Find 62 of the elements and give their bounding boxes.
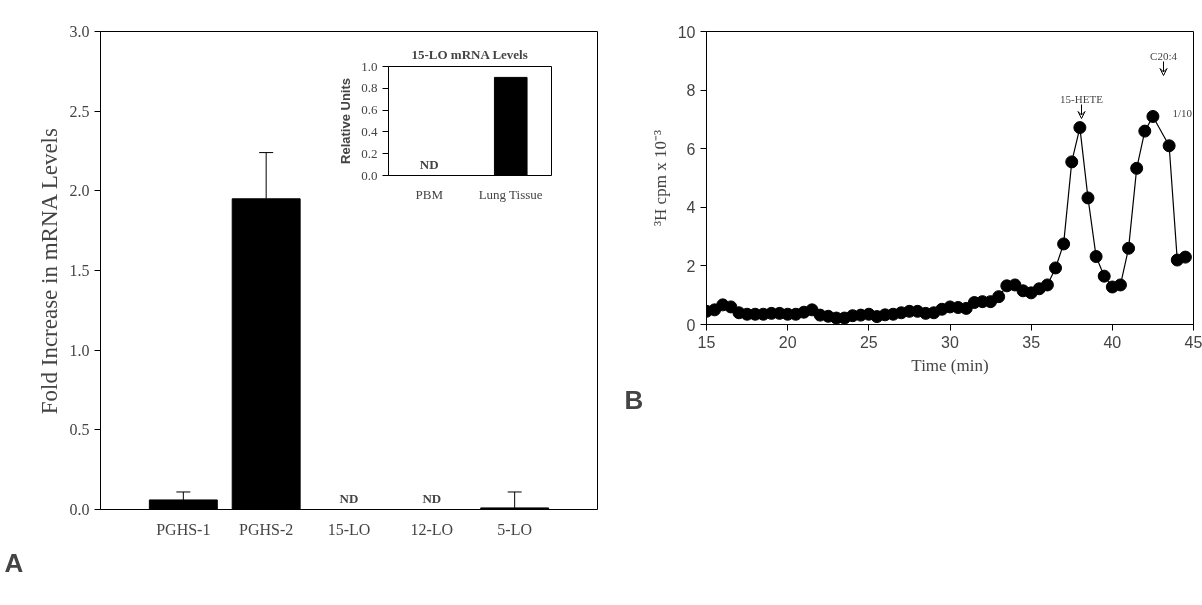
y-tick-label: 4 [686, 199, 696, 217]
y-tick-label: 0.5 [69, 421, 90, 439]
point [992, 290, 1006, 304]
text: ND [422, 490, 442, 506]
x-tick-label: 15-LO [327, 520, 371, 538]
text: B [624, 384, 644, 415]
y-tick-label: 1.5 [69, 262, 90, 279]
point [1049, 261, 1063, 275]
x-tick-label: PGHS-1 [156, 520, 211, 538]
x-tick-label: 20 [778, 333, 797, 351]
point [1130, 161, 1144, 175]
y-tick-label: 1.0 [69, 341, 90, 359]
y-tick-label: 0.6 [361, 102, 378, 118]
y-tick-label: 0.4 [361, 123, 378, 139]
point [1081, 191, 1095, 205]
x-tick-label: Lung Tissue [478, 186, 543, 202]
y-tick-label: 1.0 [361, 58, 378, 74]
x-axis-title: Time (min) [911, 355, 989, 375]
y-tick-label: 10 [677, 23, 696, 41]
text: A [4, 547, 24, 578]
point [1040, 278, 1054, 292]
y-axis-title: Relative Units [338, 78, 354, 164]
point [1065, 155, 1079, 169]
point [1113, 278, 1127, 292]
x-tick-label: 35 [1022, 333, 1041, 351]
y-tick-label: 3.0 [69, 23, 90, 40]
y-tick-label: 2.5 [69, 102, 90, 120]
x-tick-label: 40 [1103, 333, 1122, 351]
y-tick-label: 0.0 [69, 501, 90, 518]
point [1146, 109, 1160, 123]
y-tick-label: 6 [686, 140, 696, 158]
y-tick-label: 0.8 [361, 80, 378, 96]
x-tick-label: 25 [859, 333, 878, 351]
x-tick-label: 5-LO [497, 520, 532, 538]
point [1057, 237, 1071, 251]
y-tick-label: 2.0 [69, 182, 90, 200]
annotation: 1/10 [1172, 106, 1193, 119]
point [1178, 250, 1192, 264]
x-tick-label: 30 [941, 333, 959, 351]
text: ND [339, 490, 359, 506]
chart-title: 15-LO mRNA Levels [411, 46, 528, 62]
point [1122, 241, 1136, 255]
y-tick-label: 8 [686, 82, 696, 100]
annotation: C20:4 [1150, 49, 1178, 62]
point [1073, 121, 1087, 135]
y-tick-label: 2 [686, 257, 696, 275]
x-tick-label: PBM [415, 186, 444, 202]
x-tick-label: 12-LO [410, 520, 454, 538]
point [1162, 139, 1176, 153]
x-tick-label: PGHS-2 [239, 520, 294, 538]
y-tick-label: 0.0 [361, 167, 378, 183]
x-tick-label: 45 [1184, 333, 1202, 351]
point [1138, 124, 1152, 138]
text: ND [419, 156, 439, 172]
y-tick-label: 0 [686, 316, 696, 334]
x-tick-label: 15 [697, 333, 716, 351]
y-tick-label: 0.2 [361, 145, 378, 161]
annotation: 15-HETE [1060, 92, 1104, 105]
y-axis-title: Fold Increase in mRNA Levels [36, 128, 62, 415]
point [1097, 269, 1111, 283]
y-axis-title: ³H cpm x 10⁻³ [650, 129, 670, 226]
point [1089, 250, 1103, 264]
